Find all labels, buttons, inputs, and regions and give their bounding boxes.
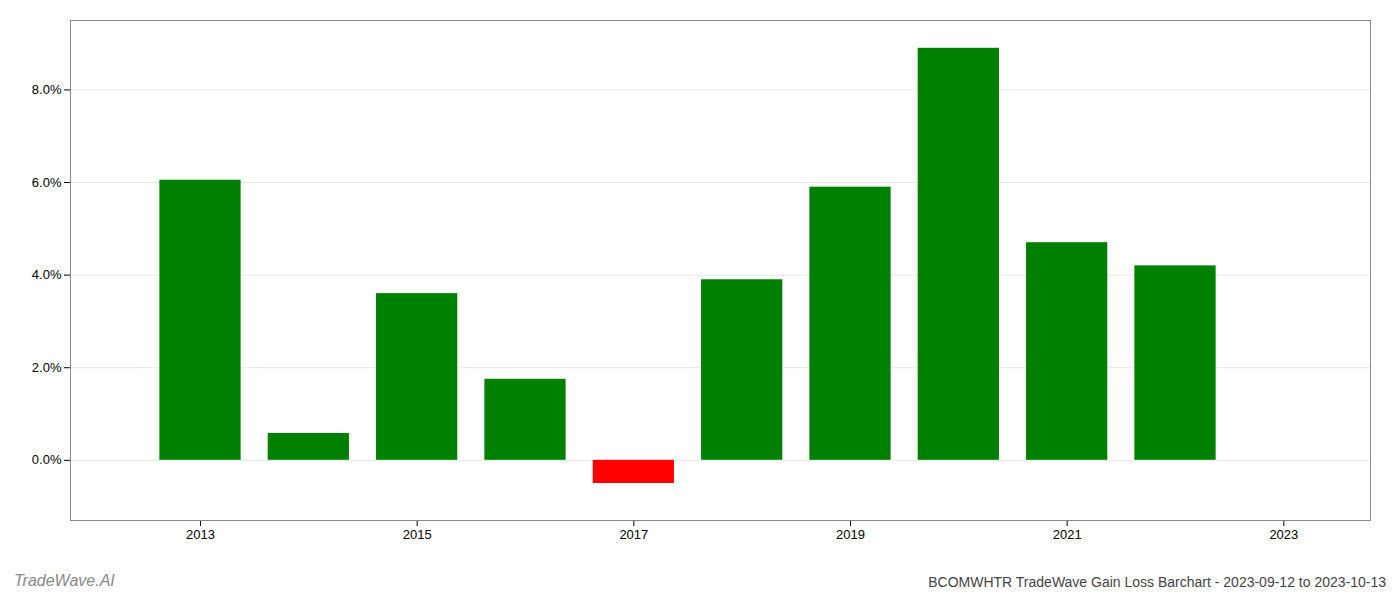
- svg-text:2013: 2013: [186, 527, 215, 542]
- svg-text:2021: 2021: [1053, 527, 1082, 542]
- svg-text:4.0%: 4.0%: [32, 267, 62, 282]
- svg-text:2.0%: 2.0%: [32, 360, 62, 375]
- svg-text:2023: 2023: [1269, 527, 1298, 542]
- svg-text:8.0%: 8.0%: [32, 82, 62, 97]
- svg-text:6.0%: 6.0%: [32, 175, 62, 190]
- svg-text:2019: 2019: [836, 527, 865, 542]
- html-text:BCOMWHTR TradeWave Gain Loss B: BCOMWHTR TradeWave Gain Loss Barchart - …: [928, 574, 1386, 590]
- html-text:TradeWave.AI: TradeWave.AI: [14, 572, 115, 589]
- svg-text:0.0%: 0.0%: [32, 452, 62, 467]
- svg-text:2017: 2017: [619, 527, 648, 542]
- svg-text:2015: 2015: [403, 527, 432, 542]
